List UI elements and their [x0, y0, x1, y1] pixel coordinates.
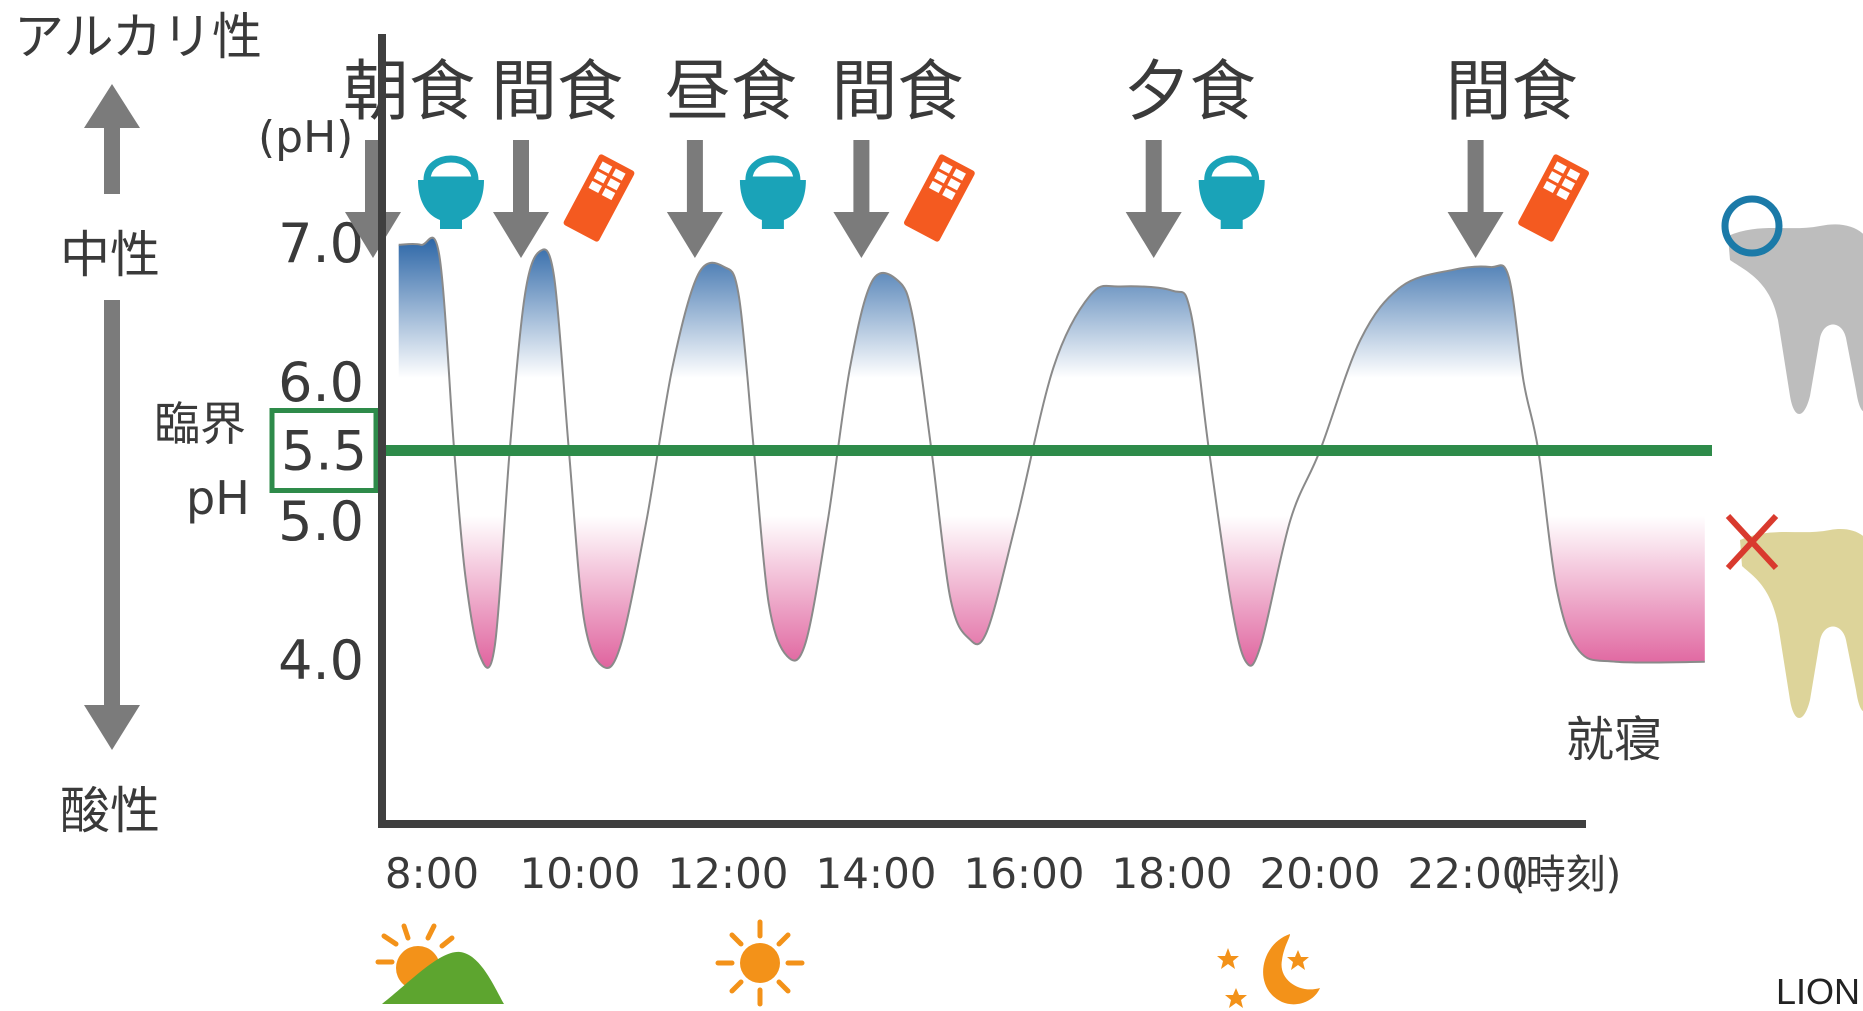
x-tick-label: 8:00 — [385, 849, 479, 898]
acidic-label: 酸性 — [60, 782, 160, 840]
rice-bowl-icon — [418, 155, 484, 229]
meal-arrow — [686, 140, 703, 218]
meal-arrow-head — [345, 212, 401, 258]
meal-label: 昼食 — [665, 53, 797, 130]
meal-label: 夕食 — [1124, 53, 1256, 130]
scale-arrow-down — [84, 300, 140, 750]
meal-markers: 朝食 間食 昼食 間食 夕食 間食 — [343, 53, 1589, 258]
decayed-tooth-icon — [1725, 513, 1863, 718]
x-tick-labels: 8:00 10:00 12:00 14:00 16:00 18:00 20:00 22:00 — [385, 849, 1529, 898]
meal-marker: 夕食 — [1124, 53, 1265, 258]
meal-arrow — [1145, 140, 1162, 218]
y-tick-label: 6.0 — [278, 351, 364, 414]
meal-marker: 間食 — [831, 53, 975, 258]
bedtime-label: 就寝 — [1566, 712, 1662, 768]
meal-arrow-head — [1125, 212, 1182, 258]
x-tick-label: 10:00 — [519, 849, 640, 898]
sun-icon — [715, 919, 805, 1007]
chocolate-icon — [563, 154, 635, 242]
meal-marker: 昼食 — [665, 53, 806, 258]
moon-stars-icon — [1217, 934, 1320, 1008]
credit-label: LION — [1776, 971, 1860, 1011]
x-tick-label: 18:00 — [1111, 849, 1232, 898]
meal-arrow-head — [493, 212, 549, 258]
neutral-label: 中性 — [60, 226, 160, 284]
meal-arrow — [853, 140, 870, 218]
ph-unit-label: (pH) — [258, 112, 353, 163]
meal-label: 間食 — [831, 53, 963, 130]
meal-arrow-head — [666, 212, 723, 258]
rice-bowl-icon — [739, 155, 806, 229]
critical-label-line2: pH — [186, 471, 250, 525]
meal-label: 朝食 — [343, 53, 475, 130]
meal-marker: 間食 — [491, 53, 635, 258]
y-tick-label: 7.0 — [278, 212, 364, 275]
sunrise-icon — [375, 923, 504, 1004]
time-unit-label: (時刻) — [1510, 852, 1621, 898]
chocolate-icon — [904, 154, 975, 242]
chocolate-icon — [1518, 154, 1589, 242]
healthy-tooth-icon — [1721, 195, 1863, 414]
meal-marker: 間食 — [1446, 53, 1589, 258]
scale-arrow-up — [84, 84, 140, 194]
meal-arrow — [1467, 140, 1484, 218]
meal-arrow — [513, 140, 529, 218]
meal-arrow-head — [1447, 212, 1504, 258]
y-tick-labels: 7.0 6.0 5.0 4.0 — [278, 212, 364, 692]
x-tick-label: 22:00 — [1407, 849, 1528, 898]
rice-bowl-icon — [1198, 155, 1265, 229]
meal-arrow-head — [833, 212, 890, 258]
meal-marker: 朝食 — [343, 53, 484, 258]
x-tick-label: 12:00 — [667, 849, 788, 898]
meal-label: 間食 — [491, 53, 623, 130]
critical-ph-box — [269, 408, 379, 493]
y-tick-label: 5.0 — [278, 490, 364, 553]
x-tick-label: 20:00 — [1259, 849, 1380, 898]
meal-label: 間食 — [1446, 53, 1578, 130]
critical-label-line1: 臨界 — [154, 397, 246, 451]
x-tick-label: 14:00 — [815, 849, 936, 898]
meal-arrow — [365, 140, 381, 218]
critical-ph-value: 5.5 — [281, 420, 367, 483]
alkaline-label: アルカリ性 — [14, 8, 262, 66]
y-tick-label: 4.0 — [278, 629, 364, 692]
ph-curve — [398, 236, 1705, 670]
x-tick-label: 16:00 — [963, 849, 1084, 898]
